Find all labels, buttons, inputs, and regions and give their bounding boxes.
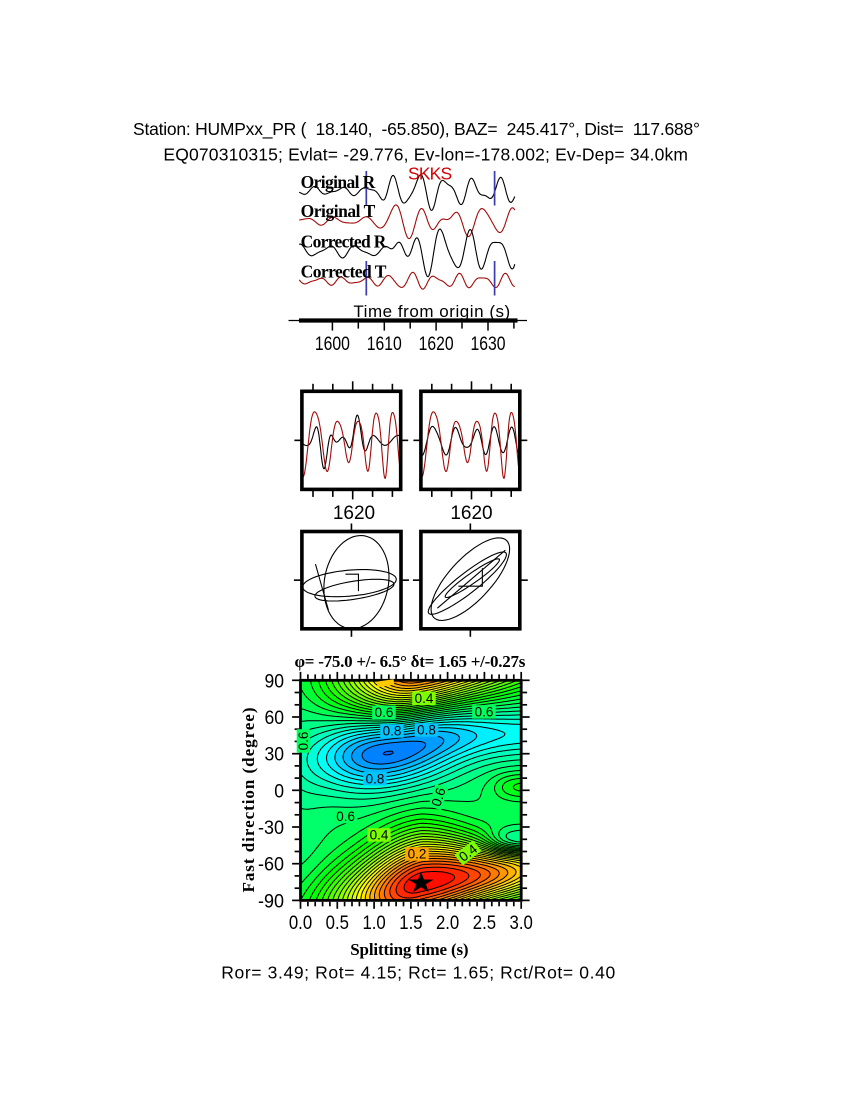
svg-text:0: 0 bbox=[274, 781, 284, 802]
svg-text:Fast direction (degree): Fast direction (degree) bbox=[239, 708, 258, 893]
svg-text:Station: HUMPxx_PR ( 18.140,: Station: HUMPxx_PR ( 18.140, -65.850), B… bbox=[133, 119, 700, 140]
svg-text:0.6: 0.6 bbox=[296, 732, 311, 751]
svg-text:1610: 1610 bbox=[367, 334, 402, 355]
svg-text:0.4: 0.4 bbox=[415, 691, 434, 706]
svg-text:1600: 1600 bbox=[315, 334, 350, 355]
svg-text:0.5: 0.5 bbox=[326, 913, 349, 934]
svg-text:0.6: 0.6 bbox=[336, 809, 355, 824]
svg-text:φ= -75.0 +/- 6.5° δt= 1.65 +/-: φ= -75.0 +/- 6.5° δt= 1.65 +/-0.27s bbox=[294, 652, 525, 671]
svg-text:3.0: 3.0 bbox=[510, 913, 533, 934]
svg-text:SKKS: SKKS bbox=[408, 164, 452, 184]
svg-text:0.8: 0.8 bbox=[417, 723, 436, 738]
svg-text:-60: -60 bbox=[258, 855, 284, 876]
svg-text:0.8: 0.8 bbox=[366, 771, 385, 786]
svg-text:Corrected T: Corrected T bbox=[301, 262, 387, 282]
svg-text:-30: -30 bbox=[258, 818, 284, 839]
svg-text:Time from origin (s): Time from origin (s) bbox=[353, 302, 510, 321]
svg-text:Splitting time (s): Splitting time (s) bbox=[350, 940, 468, 959]
svg-text:1620: 1620 bbox=[419, 334, 454, 355]
svg-text:0.2: 0.2 bbox=[408, 847, 427, 862]
svg-text:-90: -90 bbox=[258, 891, 284, 912]
svg-text:0.6: 0.6 bbox=[429, 786, 449, 808]
svg-text:Original R: Original R bbox=[301, 172, 376, 192]
svg-text:2.0: 2.0 bbox=[436, 913, 459, 934]
svg-text:90: 90 bbox=[265, 671, 285, 692]
svg-text:EQ070310315; Evlat= -29.776, E: EQ070310315; Evlat= -29.776, Ev-lon=-178… bbox=[163, 144, 688, 164]
svg-text:Ror= 3.49; Rot= 4.15; Rct= 1.6: Ror= 3.49; Rot= 4.15; Rct= 1.65; Rct/Rot… bbox=[221, 963, 615, 983]
svg-text:2.5: 2.5 bbox=[473, 913, 496, 934]
svg-text:Original T: Original T bbox=[301, 201, 376, 221]
svg-text:1620: 1620 bbox=[450, 503, 492, 524]
svg-text:0.4: 0.4 bbox=[370, 828, 389, 843]
svg-text:30: 30 bbox=[265, 745, 285, 766]
svg-text:0.0: 0.0 bbox=[289, 913, 312, 934]
svg-text:1620: 1620 bbox=[333, 503, 375, 524]
svg-text:1.0: 1.0 bbox=[362, 913, 385, 934]
svg-text:0.6: 0.6 bbox=[475, 705, 494, 720]
svg-text:Corrected R: Corrected R bbox=[301, 232, 387, 252]
svg-text:60: 60 bbox=[265, 708, 285, 729]
svg-text:1.5: 1.5 bbox=[399, 913, 422, 934]
svg-text:0.8: 0.8 bbox=[383, 724, 402, 739]
svg-text:1630: 1630 bbox=[471, 334, 506, 355]
svg-text:0.6: 0.6 bbox=[375, 705, 394, 720]
